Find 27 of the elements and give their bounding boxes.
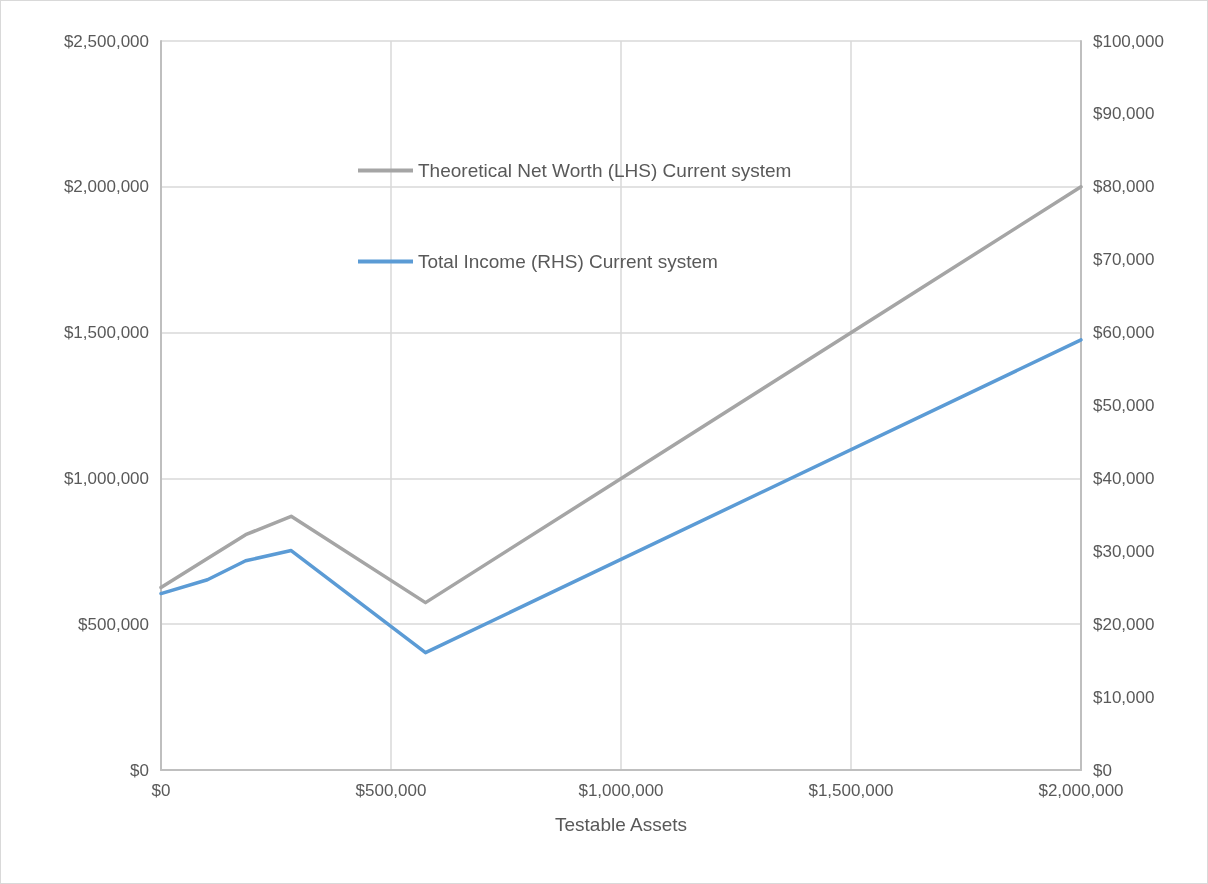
y2-tick-label: $40,000 — [1093, 468, 1155, 488]
y-tick-label: $2,000,000 — [63, 177, 149, 197]
x-tick-label: $500,000 — [355, 781, 427, 800]
y-tick-label: $500,000 — [78, 614, 149, 634]
y2-tick-label: $0 — [1093, 760, 1112, 780]
y-tick-label: $2,500,000 — [63, 31, 149, 51]
y-tick-label: $1,500,000 — [63, 323, 149, 343]
x-tick-label: $1,500,000 — [808, 781, 894, 800]
x-tick-label: $0 — [151, 781, 171, 800]
y2-tick-label: $80,000 — [1093, 177, 1155, 197]
y-tick-label: $0 — [130, 760, 149, 780]
y2-tick-label: $90,000 — [1093, 104, 1155, 124]
line-series — [159, 338, 1083, 655]
x-tick-label: $1,000,000 — [578, 781, 664, 800]
x-axis-title: Testable Assets — [554, 814, 688, 835]
y2-tick-label: $10,000 — [1093, 687, 1155, 707]
y2-tick-label: $50,000 — [1093, 396, 1155, 415]
y-tick-label: $1,000,000 — [63, 468, 149, 488]
y2-tick-label: $100,000 — [1093, 31, 1164, 51]
y2-tick-label: $30,000 — [1093, 541, 1155, 561]
legend-label: Theoretical Net Worth (LHS) Current system — [418, 160, 792, 181]
y2-tick-label: $70,000 — [1093, 250, 1155, 270]
y2-tick-label: $60,000 — [1093, 323, 1155, 343]
y2-tick-label: $20,000 — [1093, 614, 1155, 634]
legend-label: Total Income (RHS) Current system — [418, 251, 718, 272]
line-series — [159, 185, 1083, 605]
x-tick-label: $2,000,000 — [1038, 781, 1124, 800]
